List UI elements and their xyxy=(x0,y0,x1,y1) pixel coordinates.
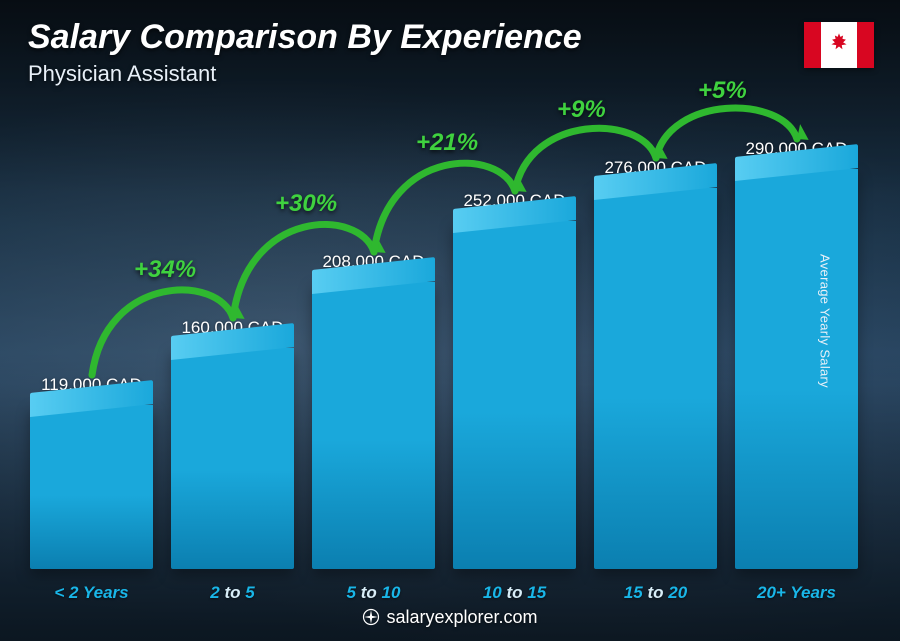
bar-category-label: < 2 Years xyxy=(30,583,153,603)
bar-column: 208,000 CAD5 to 10 xyxy=(312,252,435,569)
bar xyxy=(30,405,153,569)
flag-center xyxy=(821,22,857,68)
delta-label: +21% xyxy=(416,129,478,157)
maple-leaf-icon xyxy=(828,31,850,59)
footer: salaryexplorer.com xyxy=(0,607,900,632)
site-credit: salaryexplorer.com xyxy=(362,607,537,628)
delta-label: +34% xyxy=(134,256,196,284)
bar-column: 252,000 CAD10 to 15 xyxy=(453,191,576,569)
flag-band-left xyxy=(804,22,821,68)
bar xyxy=(735,169,858,569)
bar-front-face xyxy=(453,221,576,569)
bar xyxy=(453,221,576,569)
chart-subtitle: Physician Assistant xyxy=(28,61,872,87)
bar-front-face xyxy=(30,405,153,569)
bar-category-label: 15 to 20 xyxy=(594,583,717,603)
bar-category-label: 20+ Years xyxy=(735,583,858,603)
compass-icon xyxy=(362,608,380,626)
bar-chart: 119,000 CAD< 2 Years160,000 CAD2 to 5208… xyxy=(30,99,858,569)
delta-label: +9% xyxy=(557,96,606,124)
flag-canada xyxy=(804,22,874,68)
bar-front-face xyxy=(594,188,717,569)
bar xyxy=(594,188,717,569)
flag-band-right xyxy=(857,22,874,68)
chart-title: Salary Comparison By Experience xyxy=(28,18,872,57)
bar-category-label: 2 to 5 xyxy=(171,583,294,603)
header: Salary Comparison By Experience Physicia… xyxy=(28,18,872,87)
bar xyxy=(171,348,294,569)
bar-front-face xyxy=(735,169,858,569)
bar-category-label: 5 to 10 xyxy=(312,583,435,603)
bar xyxy=(312,282,435,569)
bar-column: 290,000 CAD20+ Years xyxy=(735,139,858,569)
y-axis-label: Average Yearly Salary xyxy=(818,254,833,388)
delta-label: +30% xyxy=(275,190,337,218)
bar-front-face xyxy=(171,348,294,569)
bar-column: 276,000 CAD15 to 20 xyxy=(594,158,717,569)
bar-column: 160,000 CAD2 to 5 xyxy=(171,318,294,569)
bar-category-label: 10 to 15 xyxy=(453,583,576,603)
bar-column: 119,000 CAD< 2 Years xyxy=(30,375,153,569)
bar-front-face xyxy=(312,282,435,569)
site-text: salaryexplorer.com xyxy=(386,607,537,628)
